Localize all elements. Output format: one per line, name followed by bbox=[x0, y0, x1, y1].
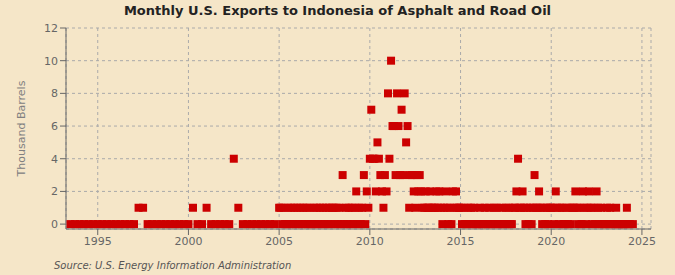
svg-text:1995: 1995 bbox=[84, 235, 112, 248]
svg-text:0: 0 bbox=[51, 218, 58, 231]
svg-text:2025: 2025 bbox=[628, 235, 656, 248]
svg-text:2: 2 bbox=[51, 185, 58, 198]
svg-text:12: 12 bbox=[44, 22, 58, 35]
svg-text:8: 8 bbox=[51, 87, 58, 100]
svg-text:Thousand Barrels: Thousand Barrels bbox=[15, 80, 28, 177]
svg-text:2010: 2010 bbox=[356, 235, 384, 248]
svg-text:2015: 2015 bbox=[447, 235, 475, 248]
html-text:Monthly U.S. Exports to Indone: Monthly U.S. Exports to Indonesia of Asp… bbox=[123, 3, 552, 18]
svg-text:4: 4 bbox=[51, 153, 58, 166]
svg-text:2020: 2020 bbox=[537, 235, 565, 248]
svg-text:10: 10 bbox=[44, 55, 58, 68]
html-text:Source: U.S. Energy Informatio: Source: U.S. Energy Information Administ… bbox=[54, 260, 292, 271]
svg-text:6: 6 bbox=[51, 120, 58, 133]
svg-text:2000: 2000 bbox=[174, 235, 202, 248]
svg-text:2005: 2005 bbox=[265, 235, 293, 248]
